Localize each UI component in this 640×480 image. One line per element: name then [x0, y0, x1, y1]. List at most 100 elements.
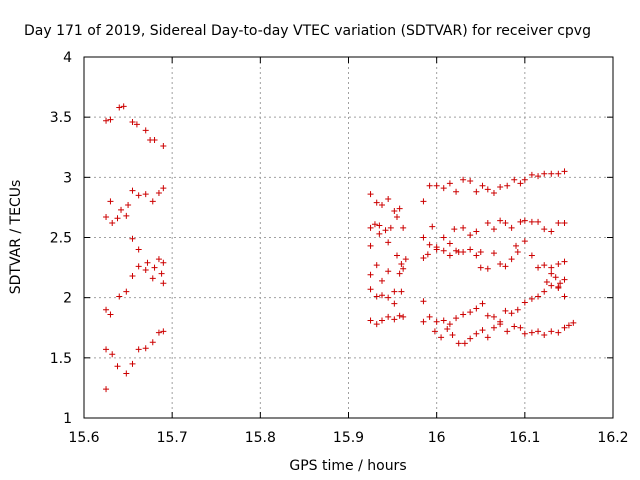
- data-point: [160, 259, 167, 266]
- data-point: [160, 328, 167, 335]
- data-point: [548, 270, 555, 277]
- data-point: [142, 127, 149, 134]
- axes: 15.6 15.7 15.8 15.9 16 16.1 16.2 1 1.5 2 2.5 3 3.5 4: [50, 50, 629, 446]
- data-point: [385, 239, 392, 246]
- data-point: [460, 224, 467, 231]
- x-tick-label: 16.2: [597, 430, 628, 446]
- data-point: [116, 104, 123, 111]
- data-point: [107, 116, 114, 123]
- data-point: [552, 274, 559, 281]
- data-point: [543, 279, 550, 286]
- data-point: [400, 224, 407, 231]
- data-point: [367, 317, 374, 324]
- data-point: [379, 317, 386, 324]
- data-point: [142, 345, 149, 352]
- x-tick-label: 16.1: [509, 430, 540, 446]
- data-point: [400, 313, 407, 320]
- data-point: [402, 256, 409, 263]
- data-point: [426, 182, 433, 189]
- data-point: [396, 270, 403, 277]
- data-point: [135, 192, 142, 199]
- data-point: [373, 293, 380, 300]
- data-point: [449, 331, 456, 338]
- data-point: [548, 170, 555, 177]
- x-tick-label: 15.7: [157, 430, 188, 446]
- data-point: [461, 340, 468, 347]
- data-point: [561, 168, 568, 175]
- data-point: [528, 218, 535, 225]
- data-point: [517, 324, 524, 331]
- data-point: [453, 188, 460, 195]
- data-point: [497, 183, 504, 190]
- data-point: [484, 265, 491, 272]
- data-point: [393, 252, 400, 259]
- data-point: [396, 205, 403, 212]
- data-point: [535, 264, 542, 271]
- data-point: [460, 311, 467, 318]
- data-point: [103, 346, 110, 353]
- data-point: [490, 250, 497, 257]
- data-point: [467, 309, 474, 316]
- data-point: [391, 316, 398, 323]
- data-point: [541, 170, 548, 177]
- data-point: [151, 137, 158, 144]
- data-point: [103, 386, 110, 393]
- data-point: [513, 242, 520, 249]
- data-point: [379, 202, 386, 209]
- data-point: [371, 221, 378, 228]
- data-point: [467, 246, 474, 253]
- data-point: [490, 189, 497, 196]
- data-point: [391, 300, 398, 307]
- data-point: [528, 329, 535, 336]
- data-point: [429, 223, 436, 230]
- data-point: [391, 288, 398, 295]
- data-point: [565, 322, 572, 329]
- data-point: [420, 318, 427, 325]
- data-point: [440, 185, 447, 192]
- data-point: [155, 329, 162, 336]
- data-point: [490, 324, 497, 331]
- data-point: [393, 214, 400, 221]
- data-point: [453, 247, 460, 254]
- data-point: [555, 260, 562, 267]
- data-point: [446, 240, 453, 247]
- data-point: [497, 260, 504, 267]
- y-axis-label: SDTVAR / TECUs: [8, 180, 24, 295]
- data-point: [160, 185, 167, 192]
- data-point: [517, 180, 524, 187]
- data-point: [120, 103, 127, 110]
- data-point: [155, 256, 162, 263]
- data-point: [125, 202, 132, 209]
- data-point: [467, 232, 474, 239]
- data-point: [376, 222, 383, 229]
- x-tick-label: 15.9: [333, 430, 364, 446]
- data-point: [109, 220, 116, 227]
- x-tick-label: 16: [428, 430, 446, 446]
- data-point: [467, 177, 474, 184]
- data-point: [521, 176, 528, 183]
- data-point: [561, 276, 568, 283]
- data-point: [376, 230, 383, 237]
- data-point: [398, 288, 405, 295]
- data-point: [446, 180, 453, 187]
- data-point: [123, 370, 130, 377]
- data-point: [385, 294, 392, 301]
- data-point: [149, 339, 156, 346]
- data-point: [385, 195, 392, 202]
- data-point: [455, 340, 462, 347]
- data-point: [528, 171, 535, 178]
- data-point: [149, 198, 156, 205]
- data-point: [142, 191, 149, 198]
- data-point: [379, 277, 386, 284]
- data-point: [497, 217, 504, 224]
- data-point: [477, 248, 484, 255]
- data-point: [387, 224, 394, 231]
- data-point: [521, 238, 528, 245]
- data-point: [508, 224, 515, 231]
- data-point: [440, 317, 447, 324]
- data-point: [460, 248, 467, 255]
- data-point: [484, 186, 491, 193]
- x-tick-label: 15.6: [68, 430, 99, 446]
